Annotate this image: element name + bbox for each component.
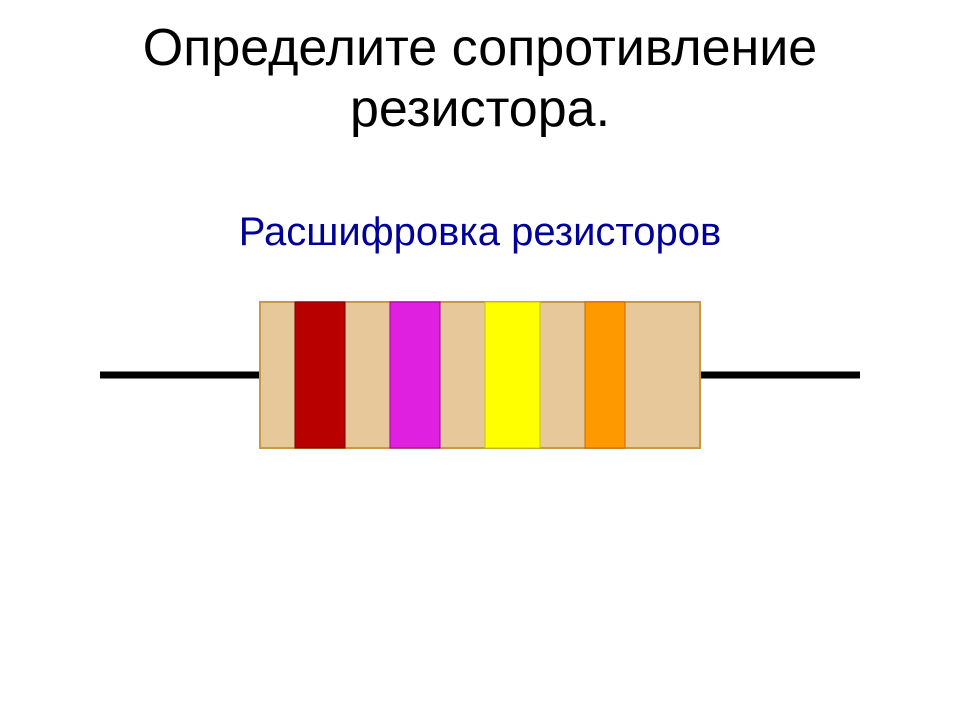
resistor-diagram	[0, 290, 960, 470]
band-orange-icon	[585, 302, 625, 448]
resistor-svg	[80, 290, 880, 460]
subtitle: Расшифровка резисторов	[0, 210, 960, 255]
band-red-icon	[295, 302, 345, 448]
band-yellow-icon	[485, 302, 540, 448]
title-line-1: Определите сопротивление	[143, 19, 817, 77]
band-magenta-icon	[390, 302, 440, 448]
title-line-2: резистора.	[350, 80, 610, 138]
slide: Определите сопротивление резистора. Расш…	[0, 0, 960, 720]
page-title: Определите сопротивление резистора.	[0, 18, 960, 141]
